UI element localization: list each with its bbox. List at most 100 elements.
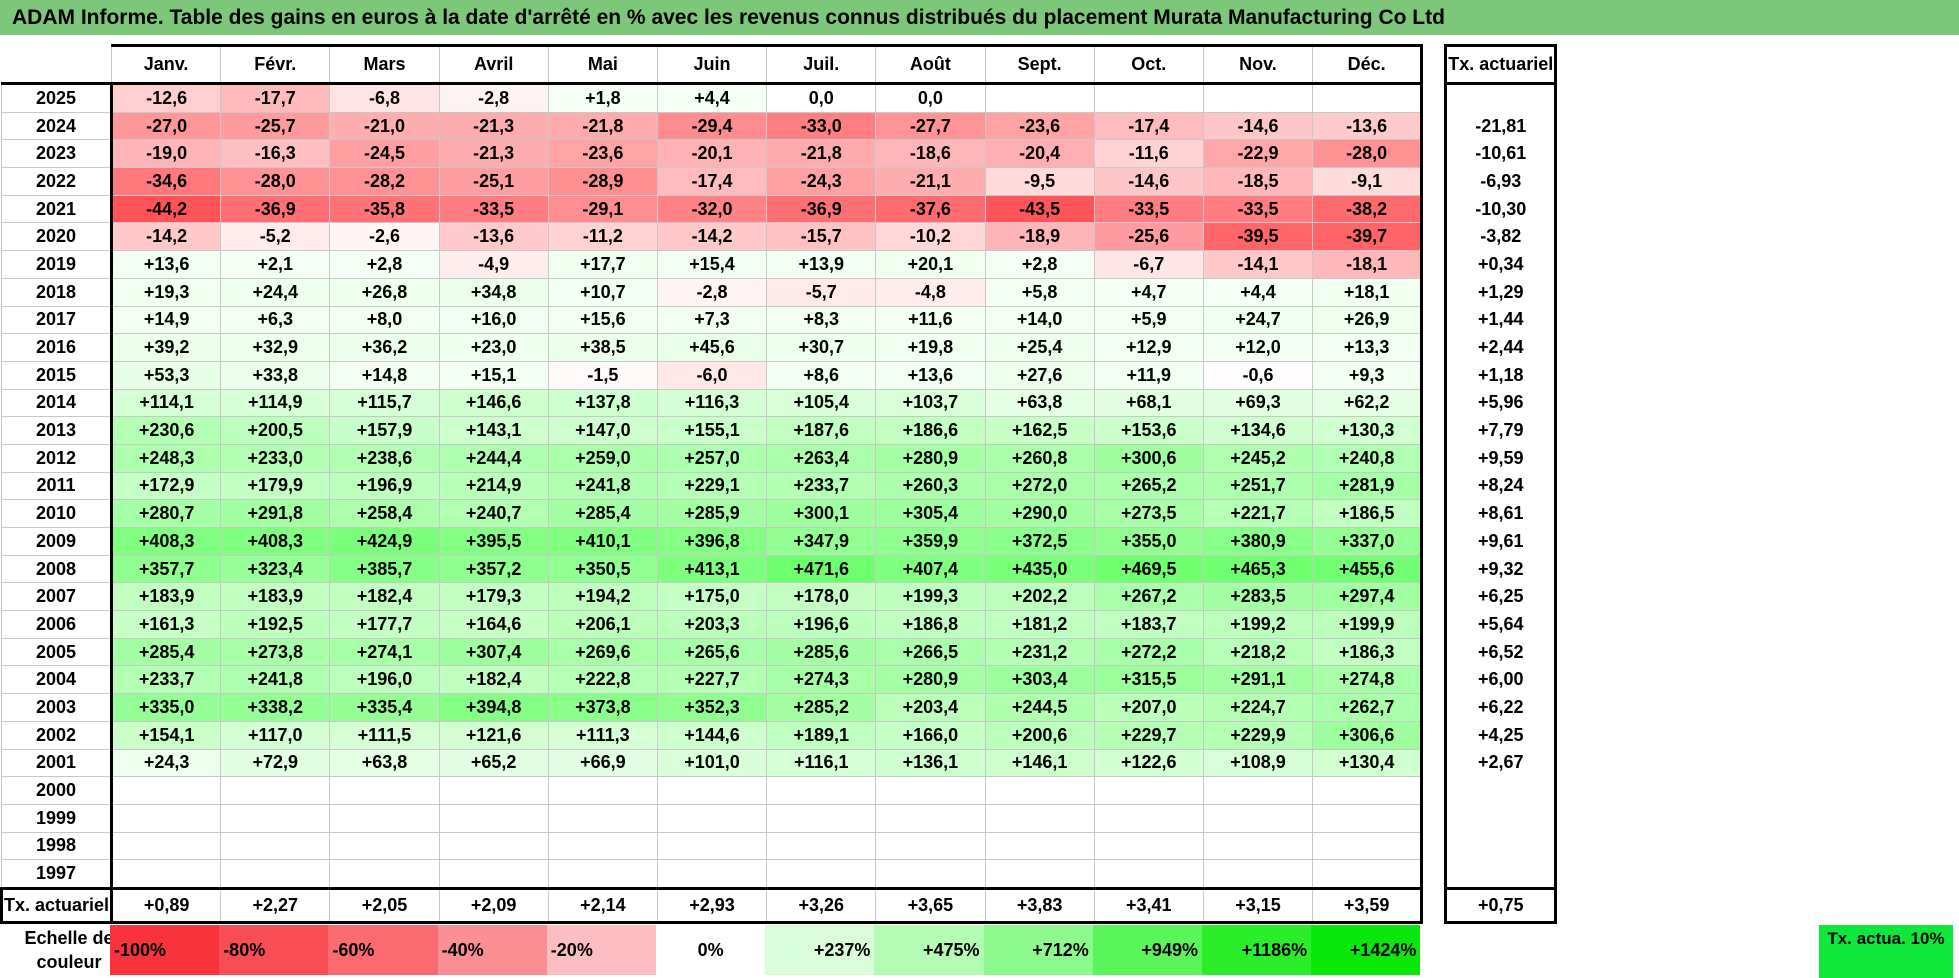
gain-cell — [547, 776, 658, 805]
gain-cell: +224,7 — [1202, 693, 1314, 722]
gain-cell: -17,4 — [1093, 111, 1204, 141]
gain-cell — [875, 859, 986, 889]
gain-cell: +408,3 — [110, 527, 222, 556]
gain-cell: +285,6 — [766, 637, 877, 667]
month-header: Mai — [547, 44, 658, 85]
gain-cell: +199,2 — [1202, 610, 1314, 639]
gain-cell: +186,5 — [1312, 499, 1424, 528]
table-row: 2002 +154,1 +117,0 +111,5 +121,6 +111,3 +144,6… — [1, 720, 1558, 750]
gain-cell: +300,6 — [1093, 443, 1204, 473]
gain-cell: +244,5 — [984, 693, 1095, 722]
rate-cell: -10,61 — [1445, 139, 1558, 168]
rate-cell: +2,67 — [1445, 749, 1558, 777]
gain-cell: +179,9 — [220, 471, 331, 501]
gain-cell: +114,9 — [220, 388, 331, 418]
column-gap — [1420, 555, 1448, 583]
gain-cell: +350,5 — [547, 554, 658, 584]
gain-cell: +214,9 — [438, 471, 549, 501]
gain-cell: +238,6 — [329, 443, 440, 473]
color-scale-swatch: 0% — [656, 925, 766, 975]
gain-cell: +179,3 — [438, 582, 549, 612]
gain-cell: +269,6 — [547, 637, 658, 667]
column-gap — [1420, 278, 1448, 306]
year-label: 2018 — [1, 277, 113, 307]
gain-cell: +117,0 — [220, 720, 331, 750]
gain-cell: -21,3 — [438, 139, 549, 169]
gain-cell: +315,5 — [1093, 665, 1204, 695]
header-corner — [1, 45, 112, 85]
gain-cell — [984, 803, 1095, 833]
column-gap — [1420, 749, 1448, 777]
gain-cell: +166,0 — [875, 720, 986, 750]
gain-cell: +27,6 — [984, 360, 1095, 390]
gain-cell: +24,4 — [220, 277, 331, 307]
gain-cell: +111,3 — [547, 720, 658, 750]
gain-cell: +189,1 — [766, 720, 877, 750]
gain-cell: +24,3 — [110, 748, 222, 778]
column-gap — [1420, 499, 1448, 528]
column-gap — [1420, 472, 1448, 500]
gain-cell: -11,2 — [547, 222, 658, 252]
column-gap — [1420, 721, 1448, 749]
gain-cell: +136,1 — [875, 748, 986, 778]
gain-cell: +285,4 — [110, 637, 222, 667]
color-scale-swatch: +949% — [1092, 925, 1202, 975]
gain-cell — [656, 831, 768, 861]
gain-cell: -18,6 — [875, 139, 986, 169]
gain-cell: +203,3 — [656, 610, 768, 639]
gain-cell: -23,6 — [547, 139, 658, 169]
rate-cell: +1,29 — [1445, 278, 1558, 306]
gain-cell: +115,7 — [329, 388, 440, 418]
average-rate-cell: +3,15 — [1202, 886, 1314, 924]
gain-cell: -14,2 — [656, 222, 768, 252]
gain-cell: +183,7 — [1093, 610, 1204, 639]
gain-cell: +11,6 — [875, 305, 986, 335]
gain-cell: +11,9 — [1093, 360, 1204, 390]
gain-cell: +229,7 — [1093, 720, 1204, 750]
average-rate-cell: +2,14 — [547, 886, 658, 924]
gain-cell: +178,0 — [766, 582, 877, 612]
gain-cell: +8,0 — [329, 305, 440, 335]
gain-cell — [1093, 83, 1204, 113]
gain-cell: +116,1 — [766, 748, 877, 778]
gain-cell: 0,0 — [766, 83, 877, 113]
year-label: 2013 — [1, 416, 113, 445]
gain-cell: +218,2 — [1202, 637, 1314, 667]
gain-cell: +233,7 — [110, 665, 222, 695]
gain-cell: +183,9 — [220, 582, 331, 612]
gain-cell: +30,7 — [766, 333, 877, 362]
rate-cell: +5,64 — [1445, 610, 1558, 639]
gain-cell: +15,6 — [547, 305, 658, 335]
gain-cell: +359,9 — [875, 527, 986, 556]
gain-cell: +13,6 — [875, 360, 986, 390]
rate-cell: -6,93 — [1445, 167, 1558, 196]
gain-cell: +372,5 — [984, 527, 1095, 556]
gain-cell: +471,6 — [766, 554, 877, 584]
gain-cell: +272,2 — [1093, 637, 1204, 667]
gain-cell: +146,1 — [984, 748, 1095, 778]
color-scale-legend: Echelle de couleur -100% -80% -60% -40% -20%… — [0, 922, 1959, 978]
gain-cell: -27,7 — [875, 111, 986, 141]
gain-cell: +352,3 — [656, 693, 768, 722]
table-row: 2004 +233,7 +241,8 +196,0 +182,4 +222,8 +227,7… — [1, 665, 1558, 695]
gain-cell: +14,8 — [329, 360, 440, 390]
year-label: 2009 — [1, 527, 113, 556]
gain-cell: +266,5 — [875, 637, 986, 667]
color-scale-swatch: -40% — [437, 925, 547, 975]
gain-cell — [875, 776, 986, 805]
gain-cell: +200,6 — [984, 720, 1095, 750]
gain-cell: +10,7 — [547, 277, 658, 307]
gain-cell: -21,3 — [438, 111, 549, 141]
gain-cell: +157,9 — [329, 416, 440, 445]
gain-cell: +192,5 — [220, 610, 331, 639]
gain-cell — [110, 859, 222, 889]
table-row: 2007 +183,9 +183,9 +182,4 +179,3 +194,2 +175,0… — [1, 582, 1558, 612]
gain-cell: -38,2 — [1312, 194, 1424, 224]
gain-cell: +241,8 — [547, 471, 658, 501]
gain-cell — [547, 859, 658, 889]
report-title: ADAM Informe. Table des gains en euros à… — [0, 0, 1959, 35]
rate-cell: +9,61 — [1445, 527, 1558, 556]
gain-cell — [984, 831, 1095, 861]
gain-cell: +2,8 — [984, 250, 1095, 279]
gain-cell: -6,0 — [656, 360, 768, 390]
